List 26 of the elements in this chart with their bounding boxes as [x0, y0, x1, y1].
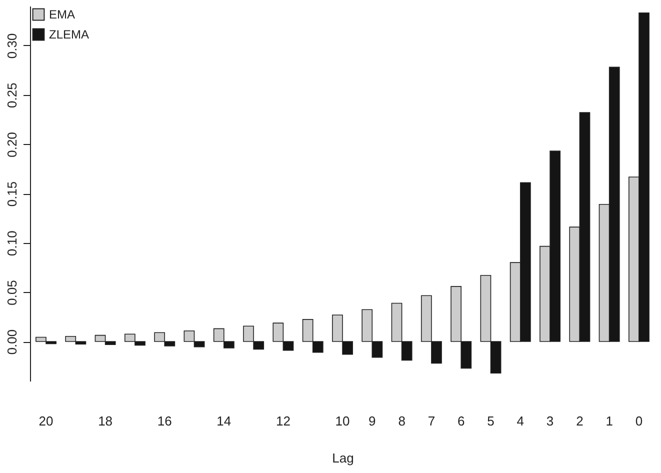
x-tick-label: 8 [398, 414, 406, 428]
y-tick-label: 0.00 [4, 329, 20, 355]
x-tick-label: 18 [98, 414, 113, 428]
y-tick-label: 0.30 [4, 33, 20, 59]
y-tick-label: 0.25 [4, 82, 20, 108]
x-tick-label: 20 [38, 414, 54, 428]
x-tick-label: 2 [576, 414, 584, 428]
x-axis-title: Lag [332, 450, 354, 466]
legend-label: EMA [49, 8, 76, 22]
y-tick-label: 0.20 [4, 132, 20, 158]
x-tick-label: 1 [606, 414, 613, 428]
x-tick-label: 4 [516, 414, 524, 428]
x-tick-label: 0 [635, 414, 643, 428]
x-tick-label: 14 [216, 414, 232, 428]
y-tick-label: 0.15 [4, 181, 20, 207]
x-tick-label: 12 [276, 414, 290, 428]
x-tick-label: 6 [457, 414, 465, 428]
x-tick-label: 16 [157, 414, 172, 428]
x-tick-label: 10 [335, 414, 350, 428]
x-tick-label: 7 [428, 414, 436, 428]
x-tick-label: 9 [368, 414, 376, 428]
y-tick-label: 0.10 [4, 230, 20, 256]
y-tick-label: 0.05 [4, 280, 20, 306]
x-tick-label: 5 [487, 414, 494, 428]
x-tick-label: 3 [546, 414, 554, 428]
legend-label: ZLEMA [49, 28, 90, 42]
